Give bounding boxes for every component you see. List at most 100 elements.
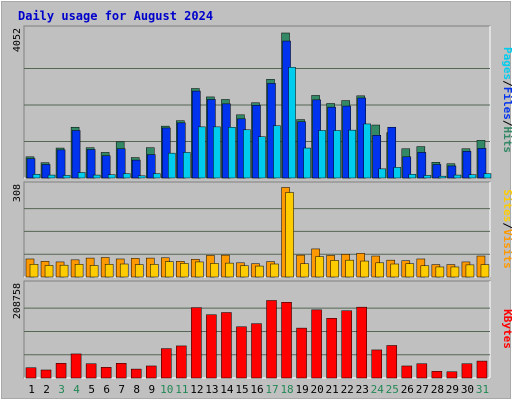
bar-pages-day-25 xyxy=(393,167,402,179)
bar-files-day-4 xyxy=(71,130,81,179)
bar-pages-day-18 xyxy=(288,67,296,179)
bar-pages-day-2 xyxy=(47,174,56,179)
bar-kbytes-day-10 xyxy=(161,348,172,379)
bar-sites-day-12 xyxy=(195,261,204,278)
bar-pages-day-11 xyxy=(183,152,191,179)
x-tick-label-day-23: 23 xyxy=(356,383,369,396)
x-tick-label-day-28: 28 xyxy=(431,383,444,396)
bar-sites-day-22 xyxy=(345,259,354,278)
bar-kbytes-day-22 xyxy=(341,310,352,379)
bar-kbytes-day-27 xyxy=(416,363,428,379)
bar-pages-day-6 xyxy=(107,174,116,179)
x-axis: 1 2 3 4 5 6 7 8 9 10 11 12 13 14 15 16 17 18 19 20 21 22 23 24 2… xyxy=(28,383,489,396)
legend-sites: Sites xyxy=(501,189,512,222)
bar-kbytes-day-6 xyxy=(100,367,112,379)
legend-visits: Visits xyxy=(501,229,512,269)
x-tick-label-day-21: 21 xyxy=(326,383,339,396)
y-max-label: 208758 xyxy=(12,283,23,319)
bar-sites-day-21 xyxy=(330,260,339,278)
bar-sites-day-5 xyxy=(89,265,99,278)
legend-hits: Hits xyxy=(501,127,512,154)
y-max-label: 308 xyxy=(12,184,23,202)
bar-sites-day-23 xyxy=(360,260,369,278)
bar-kbytes-day-26 xyxy=(401,365,413,379)
x-tick-label-day-26: 26 xyxy=(401,383,414,396)
bar-kbytes-day-8 xyxy=(130,368,142,379)
bar-sites-day-18 xyxy=(285,192,294,278)
x-tick-label-day-17: 17 xyxy=(265,383,278,396)
bar-kbytes-day-20 xyxy=(311,309,322,379)
bar-kbytes-day-19 xyxy=(296,327,307,379)
x-tick-label-day-13: 13 xyxy=(205,383,218,396)
x-tick-label-day-3: 3 xyxy=(58,383,65,396)
bar-sites-day-8 xyxy=(134,264,144,278)
bar-kbytes-day-15 xyxy=(236,326,247,379)
bar-sites-day-24 xyxy=(375,262,384,278)
bar-sites-day-27 xyxy=(420,265,430,278)
x-tick-label-day-27: 27 xyxy=(416,383,429,396)
bar-sites-day-2 xyxy=(44,265,54,278)
legend-separator: / xyxy=(501,222,512,229)
bar-kbytes-day-7 xyxy=(115,363,127,379)
bar-pages-day-30 xyxy=(468,174,477,179)
bar-pages-day-5 xyxy=(92,174,101,179)
x-tick-label-day-22: 22 xyxy=(341,383,354,396)
bar-sites-day-10 xyxy=(165,261,174,278)
bar-kbytes-day-14 xyxy=(221,312,232,379)
bar-kbytes-day-30 xyxy=(461,363,473,379)
bar-files-day-7 xyxy=(116,148,126,179)
x-tick-label-day-18: 18 xyxy=(280,383,293,396)
bar-pages-day-4 xyxy=(77,172,86,179)
bar-pages-day-14 xyxy=(228,126,236,179)
x-tick-label-day-2: 2 xyxy=(43,383,50,396)
bar-pages-day-29 xyxy=(453,174,462,179)
x-tick-label-day-29: 29 xyxy=(446,383,459,396)
bar-pages-day-8 xyxy=(137,175,146,179)
bar-files-day-11 xyxy=(177,122,186,179)
panel-kbytes: 208758 KBytes xyxy=(12,280,512,379)
x-tick-label-day-31: 31 xyxy=(476,383,489,396)
legend-separator: / xyxy=(501,80,512,87)
bar-kbytes-day-3 xyxy=(55,363,67,379)
panel-sites-visits: 308 Sites/Visits xyxy=(12,181,512,278)
bar-sites-day-13 xyxy=(210,263,219,278)
x-tick-label-day-5: 5 xyxy=(88,383,95,396)
bar-sites-day-26 xyxy=(405,263,415,278)
bar-kbytes-day-29 xyxy=(446,371,458,379)
x-tick-label-day-16: 16 xyxy=(250,383,263,396)
bar-sites-day-28 xyxy=(435,266,445,278)
bar-sites-day-6 xyxy=(104,264,114,278)
bar-kbytes-day-23 xyxy=(356,306,367,379)
bar-sites-day-14 xyxy=(225,262,234,278)
bar-pages-day-23 xyxy=(363,123,371,179)
bar-sites-day-3 xyxy=(59,264,69,278)
bar-sites-day-19 xyxy=(300,263,309,278)
legend-hits-files-pages: Pages/Files/Hits xyxy=(501,47,512,153)
bar-kbytes-day-1 xyxy=(25,367,37,379)
bar-pages-day-10 xyxy=(168,152,176,179)
x-tick-label-day-25: 25 xyxy=(386,383,399,396)
bar-pages-day-12 xyxy=(198,126,206,179)
legend-kbytes: KBytes xyxy=(501,309,512,349)
x-tick-label-day-6: 6 xyxy=(103,383,110,396)
bar-files-day-28 xyxy=(432,164,442,179)
chart-title: Daily usage for August 2024 xyxy=(18,9,213,23)
bar-files-day-5 xyxy=(86,149,96,179)
bar-pages-day-20 xyxy=(318,130,326,179)
x-tick-label-day-10: 10 xyxy=(160,383,173,396)
x-tick-label-day-4: 4 xyxy=(73,383,80,396)
bar-files-day-2 xyxy=(41,164,51,179)
bar-pages-day-24 xyxy=(378,168,386,179)
bar-pages-day-9 xyxy=(153,173,161,179)
bar-sites-day-29 xyxy=(450,266,460,278)
panels-layer: 4052Pages/Files/Hits308Sites/Visits20875… xyxy=(12,25,512,379)
bar-sites-day-25 xyxy=(390,263,400,278)
bar-sites-day-31 xyxy=(480,264,490,278)
bar-kbytes-day-9 xyxy=(146,365,157,379)
x-tick-label-day-30: 30 xyxy=(461,383,474,396)
bar-kbytes-day-12 xyxy=(191,307,202,379)
bar-files-day-1 xyxy=(26,158,36,179)
